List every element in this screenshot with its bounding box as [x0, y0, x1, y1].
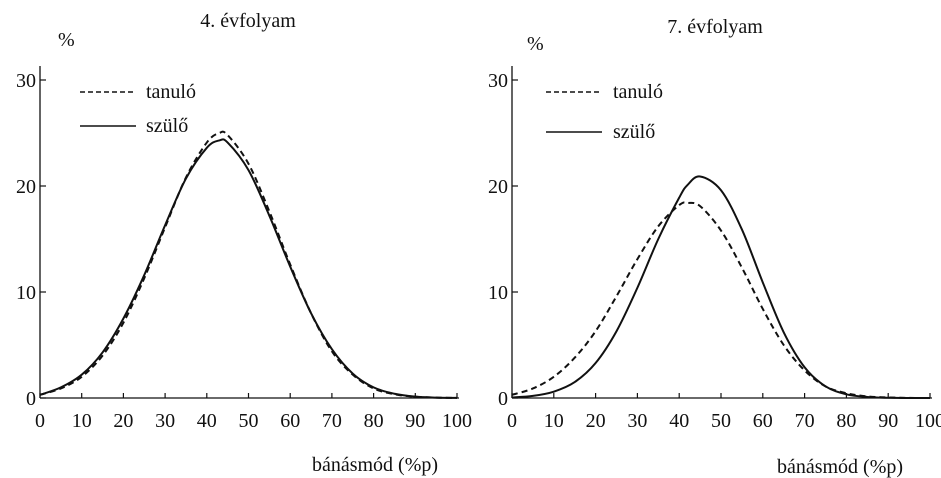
- x-tick-label: 70: [322, 410, 342, 432]
- x-tick-label: 0: [35, 410, 45, 432]
- x-tick-label: 60: [753, 410, 773, 432]
- y-axis-unit: %: [58, 29, 75, 51]
- x-tick-label: 90: [878, 410, 898, 432]
- x-tick-label: 40: [197, 410, 217, 432]
- y-tick-label: 20: [488, 176, 508, 198]
- y-tick-label: 10: [488, 282, 508, 304]
- x-tick-label: 80: [836, 410, 856, 432]
- y-axis-unit: %: [527, 33, 544, 55]
- series-line-tanuló: [511, 201, 931, 399]
- legend-label: tanuló: [613, 81, 663, 103]
- y-tick-label: 10: [16, 282, 36, 304]
- x-tick-label: 100: [915, 410, 941, 432]
- x-axis-label: bánásmód (%p): [312, 454, 438, 476]
- x-tick-label: 20: [586, 410, 606, 432]
- x-tick-label: 20: [113, 410, 133, 432]
- legend-label: tanuló: [146, 81, 196, 103]
- x-tick-label: 10: [72, 410, 92, 432]
- x-tick-label: 50: [711, 410, 731, 432]
- x-tick-label: 10: [544, 410, 564, 432]
- x-tick-label: 30: [155, 410, 175, 432]
- y-tick-label: 30: [16, 70, 36, 92]
- x-tick-label: 100: [442, 410, 472, 432]
- x-tick-label: 70: [795, 410, 815, 432]
- x-axis-label: bánásmód (%p): [777, 456, 903, 478]
- x-tick-label: 30: [627, 410, 647, 432]
- legend-label: szülő: [613, 121, 655, 143]
- chart-title: 7. évfolyam: [667, 16, 763, 38]
- series-line-szülő: [39, 138, 458, 399]
- x-tick-label: 80: [364, 410, 384, 432]
- y-tick-label: 30: [488, 70, 508, 92]
- y-tick-label: 0: [498, 388, 508, 410]
- y-tick-label: 0: [26, 388, 36, 410]
- chart-panel-1: 4. évfolyam% 0 10 20 30 0 10 20 30 40 50 60 70 80 90 10…: [16, 10, 472, 476]
- x-tick-label: 60: [280, 410, 300, 432]
- x-tick-label: 90: [405, 410, 425, 432]
- x-tick-label: 0: [507, 410, 517, 432]
- x-tick-label: 50: [239, 410, 259, 432]
- series-line-szülő: [511, 175, 931, 400]
- y-tick-label: 20: [16, 176, 36, 198]
- legend-label: szülő: [146, 115, 188, 137]
- series-line-tanuló: [39, 130, 458, 399]
- x-tick-label: 40: [669, 410, 689, 432]
- chart-panel-2: 7. évfolyam% 0 10 20 30 0 10 20 30 40 50 60 70 80 90 10…: [488, 16, 941, 478]
- chart-title: 4. évfolyam: [200, 10, 296, 32]
